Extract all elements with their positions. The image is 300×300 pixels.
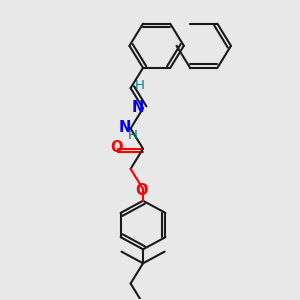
Text: H: H — [127, 129, 137, 142]
Text: N: N — [119, 120, 131, 135]
Text: O: O — [110, 140, 123, 154]
Text: H: H — [135, 79, 145, 92]
Text: O: O — [135, 183, 148, 198]
Text: N: N — [131, 100, 144, 115]
